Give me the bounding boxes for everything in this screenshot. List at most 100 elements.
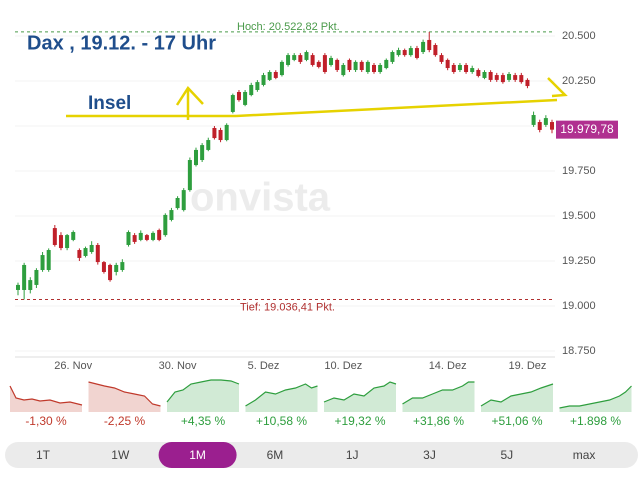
candle-body bbox=[28, 280, 33, 290]
candle-body bbox=[71, 232, 76, 240]
x-tick-label: 14. Dez bbox=[429, 360, 467, 372]
candle-body bbox=[114, 264, 119, 272]
candle-body bbox=[531, 115, 536, 125]
candle-body bbox=[267, 72, 272, 80]
candle-body bbox=[34, 270, 39, 285]
candle-body bbox=[151, 232, 156, 240]
candle-body bbox=[101, 262, 106, 272]
candle-body bbox=[120, 262, 125, 270]
candle-body bbox=[224, 124, 229, 141]
candle-body bbox=[279, 61, 284, 76]
candle-body bbox=[335, 59, 340, 71]
candle-body bbox=[414, 48, 419, 58]
sparkline bbox=[88, 381, 161, 407]
candle-body bbox=[433, 45, 438, 56]
tab-label[interactable]: 1W bbox=[111, 448, 130, 462]
candle-body bbox=[236, 91, 241, 101]
candle-body bbox=[108, 264, 113, 281]
tab-bar bbox=[5, 442, 638, 468]
chart-title: Dax , 19.12. - 17 Uhr bbox=[27, 32, 216, 54]
candle-body bbox=[65, 235, 70, 249]
performance-change: -2,25 % bbox=[104, 414, 146, 428]
candle-body bbox=[261, 75, 266, 85]
candle-body bbox=[304, 52, 309, 60]
candle-body bbox=[316, 61, 321, 67]
candle-body bbox=[507, 73, 512, 80]
performance-change: -1,30 % bbox=[25, 414, 67, 428]
candle-body bbox=[421, 41, 426, 53]
sparkline bbox=[323, 381, 397, 403]
candle-body bbox=[230, 95, 235, 112]
candle-body bbox=[46, 250, 51, 270]
tab-label[interactable]: 1J bbox=[346, 448, 359, 462]
candle-body bbox=[402, 50, 407, 56]
candle-body bbox=[457, 64, 462, 71]
tab-label[interactable]: 5J bbox=[500, 448, 513, 462]
candle-body bbox=[390, 52, 395, 62]
candle-body bbox=[513, 75, 518, 80]
annotation: Insel bbox=[88, 93, 131, 114]
candle-body bbox=[341, 64, 346, 76]
annotation-lines bbox=[66, 77, 568, 120]
candle-body bbox=[22, 264, 27, 290]
y-tick-label: 18.750 bbox=[562, 345, 596, 357]
performance-change: +19,32 % bbox=[334, 414, 385, 428]
candle-body bbox=[384, 59, 389, 69]
performance-change: +10,58 % bbox=[256, 414, 307, 428]
performance-change: +1.898 % bbox=[570, 414, 621, 428]
candle-body bbox=[77, 250, 82, 258]
tab-label[interactable]: 3J bbox=[423, 448, 436, 462]
sparkline bbox=[9, 385, 83, 406]
candle-body bbox=[52, 228, 57, 245]
tab-label[interactable]: 1M bbox=[189, 448, 206, 462]
candle-body bbox=[187, 160, 192, 191]
candle-body bbox=[519, 75, 524, 83]
candle-body bbox=[372, 64, 376, 72]
performance-change: +4,35 % bbox=[181, 414, 226, 428]
candle-body bbox=[126, 232, 131, 245]
candle-body bbox=[439, 55, 444, 62]
y-tick-label: 19.500 bbox=[562, 210, 596, 222]
candle-body bbox=[175, 198, 180, 209]
candle-body bbox=[378, 64, 383, 72]
candle-body bbox=[550, 122, 554, 130]
candle-body bbox=[200, 145, 205, 161]
candle-body bbox=[537, 122, 542, 130]
candle-body bbox=[298, 55, 303, 62]
x-tick-label: 26. Nov bbox=[54, 360, 92, 372]
sparkline bbox=[480, 383, 554, 407]
sparkline-area bbox=[10, 386, 82, 412]
x-tick-label: 10. Dez bbox=[324, 360, 362, 372]
candle-body bbox=[243, 91, 248, 105]
candle-body bbox=[482, 72, 487, 78]
candle-body bbox=[470, 68, 475, 72]
active-tab[interactable] bbox=[158, 442, 237, 468]
x-tick-label: 5. Dez bbox=[248, 360, 280, 372]
candle-body bbox=[95, 244, 100, 263]
candle-body bbox=[181, 190, 186, 211]
y-tick-label: 20.500 bbox=[562, 30, 596, 42]
x-tick-label: 19. Dez bbox=[508, 360, 546, 372]
candle-body bbox=[464, 64, 469, 72]
sparkline bbox=[245, 383, 318, 407]
y-tick-label: 19.000 bbox=[562, 300, 596, 312]
candle-body bbox=[249, 84, 254, 96]
y-tick-label: 19.750 bbox=[562, 165, 596, 177]
candle-body bbox=[286, 55, 291, 65]
last-price-label: 19.979,78 bbox=[560, 122, 614, 136]
sparkline bbox=[559, 385, 632, 409]
performance-change: +31,86 % bbox=[413, 414, 464, 428]
y-tick-label: 20.250 bbox=[562, 75, 596, 87]
candle-body bbox=[194, 149, 198, 166]
tab-label[interactable]: 1T bbox=[36, 448, 51, 462]
candle-body bbox=[322, 55, 327, 72]
candle-body bbox=[543, 118, 548, 125]
candle-body bbox=[494, 75, 499, 80]
candle-body bbox=[255, 82, 260, 90]
candle-body bbox=[396, 50, 401, 56]
tab-label[interactable]: max bbox=[573, 448, 596, 462]
sparkline-area bbox=[245, 384, 318, 412]
tab-label[interactable]: 6M bbox=[267, 448, 284, 462]
candle-body bbox=[144, 235, 149, 240]
candle-body bbox=[292, 55, 297, 60]
